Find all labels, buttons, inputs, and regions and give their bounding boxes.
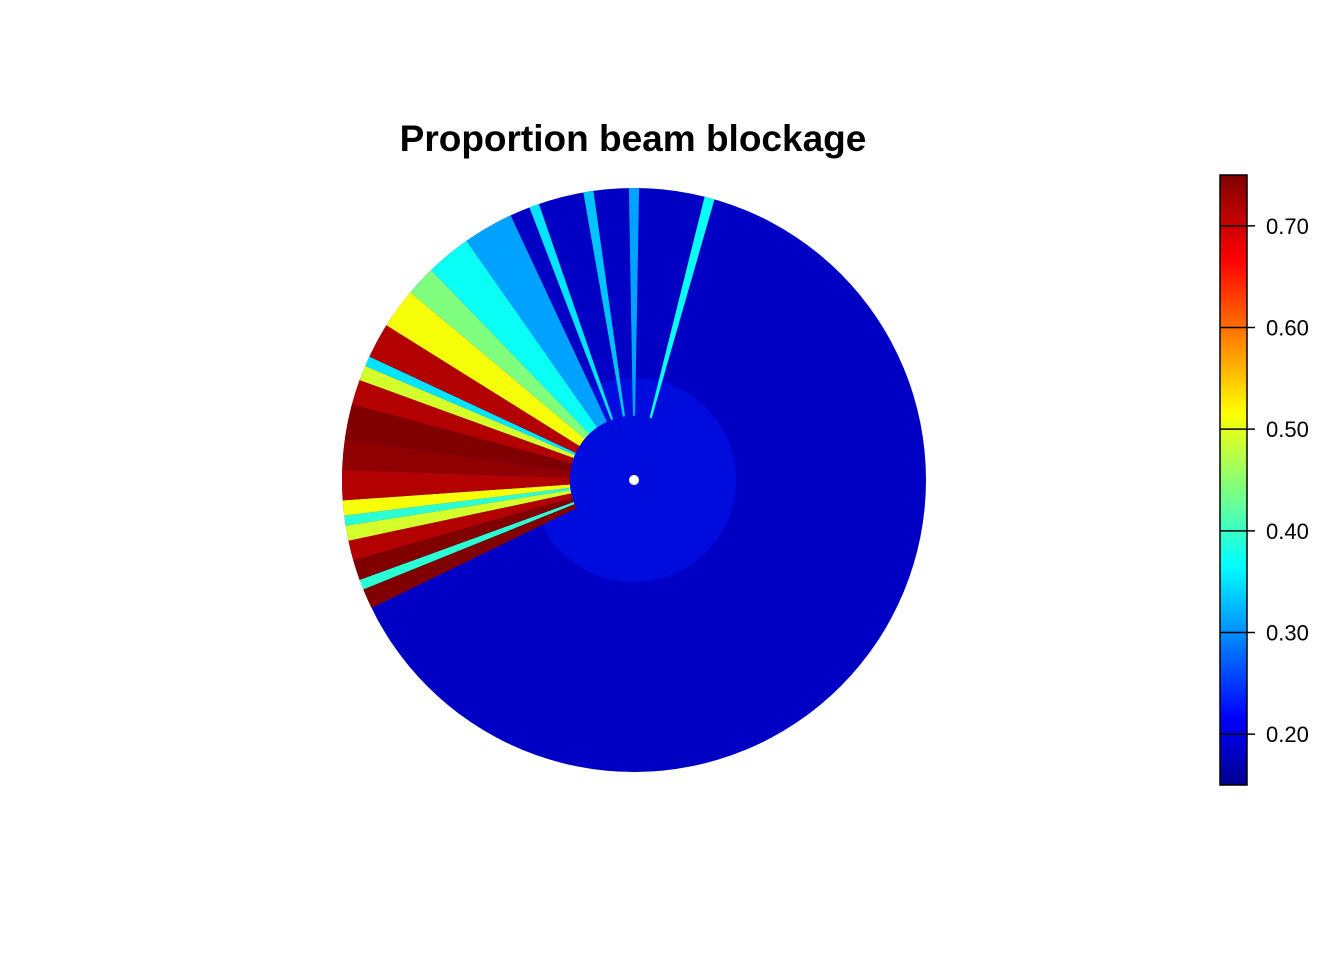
blockage-sector-4 xyxy=(345,490,572,541)
blockage-sector-8 xyxy=(342,439,571,478)
blockage-sector-2 xyxy=(353,497,574,580)
colorbar-tick-label-3: 0.50 xyxy=(1266,417,1309,442)
colorbar-tick-label-2: 0.40 xyxy=(1266,519,1309,544)
colorbar-tick-label-5: 0.70 xyxy=(1266,214,1309,239)
blockage-sector-15 xyxy=(410,270,590,439)
blockage-sector-21 xyxy=(649,196,715,419)
blockage-sector-17 xyxy=(466,215,607,428)
blockage-sector-5 xyxy=(344,487,571,526)
colorbar-bar xyxy=(1219,174,1248,786)
blockage-sector-9 xyxy=(344,404,572,472)
polar-plot-area xyxy=(342,187,926,772)
blockage-sector-11 xyxy=(359,365,575,458)
blockage-sector-20 xyxy=(628,187,640,416)
blockage-sector-0 xyxy=(363,504,577,608)
blockage-sector-3 xyxy=(348,493,573,561)
blockage-sector-14 xyxy=(386,292,585,446)
chart-title: Proportion beam blockage xyxy=(399,118,867,159)
blockage-sector-18 xyxy=(529,203,614,420)
colorbar-tick-label-1: 0.30 xyxy=(1266,621,1309,646)
radar-site-marker xyxy=(629,475,639,485)
colorbar-tick-label-0: 0.20 xyxy=(1266,722,1309,747)
colorbar-tick-label-4: 0.60 xyxy=(1266,316,1309,341)
blockage-sector-1 xyxy=(359,502,575,590)
blockage-sector-6 xyxy=(342,484,571,516)
blockage-sector-10 xyxy=(351,380,574,464)
colorbar: 0.20 0.30 0.40 0.50 0.60 0.70 xyxy=(1219,174,1309,786)
blockage-sector-7 xyxy=(342,469,570,501)
blockage-sector-13 xyxy=(369,325,580,453)
blockage-sector-16 xyxy=(431,240,598,434)
blockage-sector-19 xyxy=(583,190,626,417)
blockage-sector-12 xyxy=(365,356,576,455)
